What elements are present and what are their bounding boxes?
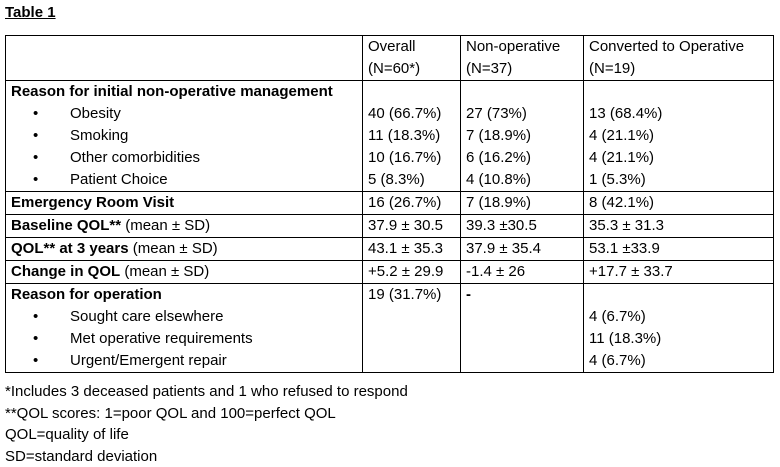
row-label: Reason for operation (11, 286, 162, 303)
row-label: Emergency Room Visit (11, 194, 175, 211)
bullet-icon: • (33, 171, 39, 188)
reason-initial-converted: 13 (68.4%) 4 (21.1%) 4 (21.1%) 1 (5.3%) (583, 80, 774, 192)
list-item: • Patient Choice (11, 169, 357, 191)
list-item: • Met operative requirements (11, 328, 357, 350)
header-converted: Converted to Operative (N=19) (583, 35, 774, 81)
row-label: Reason for initial non-operative managem… (11, 83, 333, 100)
row-label: Change in QOL (mean ± SD) (11, 263, 210, 280)
reason-operation-labels: Reason for operation • Sought care elsewh… (5, 283, 363, 373)
list-item: • Sought care elsewhere (11, 306, 357, 328)
table-row: Baseline QOL** (mean ± SD) 37.9 ± 30.5 3… (5, 214, 774, 238)
table-row: Change in QOL (mean ± SD) +5.2 ± 29.9 -1… (5, 260, 774, 284)
header-overall: Overall (N=60*) (362, 35, 461, 81)
list-item: • Smoking (11, 125, 357, 147)
reason-operation-nonop: - (460, 283, 584, 373)
reason-operation-row: Reason for operation • Sought care elsewh… (5, 283, 774, 373)
list-item: • Urgent/Emergent repair (11, 350, 357, 372)
reason-initial-row: Reason for initial non-operative managem… (5, 80, 774, 192)
header-empty-cell (5, 35, 363, 81)
table-title: Table 1 (5, 4, 56, 21)
reason-initial-nonop: 27 (73%) 7 (18.9%) 6 (16.2%) 4 (10.8%) (460, 80, 584, 192)
footnote: **QOL scores: 1=poor QOL and 100=perfect… (5, 404, 336, 422)
bullet-icon: • (33, 127, 39, 144)
header-non-operative: Non-operative (N=37) (460, 35, 584, 81)
bullet-icon: • (33, 149, 39, 166)
bullet-icon: • (33, 330, 39, 347)
list-item: • Obesity (11, 103, 357, 125)
list-item: • Other comorbidities (11, 147, 357, 169)
bullet-icon: • (33, 105, 39, 122)
footnote: SD=standard deviation (5, 447, 158, 465)
footnote: QOL=quality of life (5, 426, 129, 443)
reason-initial-overall: 40 (66.7%) 11 (18.3%) 10 (16.7%) 5 (8.3%… (362, 80, 461, 192)
header-row: Overall (N=60*) Non-operative (N=37) Con… (5, 35, 774, 81)
results-table: Overall (N=60*) Non-operative (N=37) Con… (5, 35, 774, 373)
row-label: QOL** at 3 years (mean ± SD) (11, 240, 218, 257)
bullet-icon: • (33, 352, 39, 369)
footnotes: *Includes 3 deceased patients and 1 who … (5, 381, 408, 467)
reason-operation-converted: 4 (6.7%) 11 (18.3%) 4 (6.7%) (583, 283, 774, 373)
footnote: *Includes 3 deceased patients and 1 who … (5, 383, 408, 400)
table-row: QOL** at 3 years (mean ± SD) 43.1 ± 35.3… (5, 237, 774, 261)
table-row: Emergency Room Visit 16 (26.7%) 7 (18.9%… (5, 191, 774, 215)
reason-operation-overall: 19 (31.7%) (362, 283, 461, 373)
reason-initial-labels: Reason for initial non-operative managem… (5, 80, 363, 192)
bullet-icon: • (33, 308, 39, 325)
row-label: Baseline QOL** (mean ± SD) (11, 217, 211, 234)
